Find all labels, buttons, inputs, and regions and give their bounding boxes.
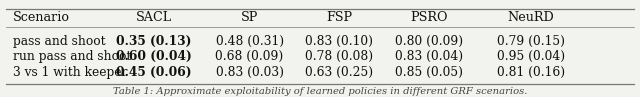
Text: SP: SP [241, 11, 259, 24]
Text: Scenario: Scenario [13, 11, 70, 24]
Text: 0.48 (0.31): 0.48 (0.31) [216, 35, 284, 48]
Text: 0.78 (0.08): 0.78 (0.08) [305, 50, 373, 63]
Text: run pass and shoot: run pass and shoot [13, 50, 131, 63]
Text: 0.63 (0.25): 0.63 (0.25) [305, 66, 373, 79]
Text: 3 vs 1 with keeper: 3 vs 1 with keeper [13, 66, 127, 79]
Text: 0.45 (0.06): 0.45 (0.06) [116, 66, 191, 79]
Text: 0.68 (0.09): 0.68 (0.09) [216, 50, 284, 63]
Text: SACL: SACL [136, 11, 172, 24]
Text: PSRO: PSRO [410, 11, 447, 24]
Text: 0.83 (0.10): 0.83 (0.10) [305, 35, 373, 48]
Text: 0.35 (0.13): 0.35 (0.13) [116, 35, 191, 48]
Text: 0.95 (0.04): 0.95 (0.04) [497, 50, 565, 63]
Text: 0.85 (0.05): 0.85 (0.05) [395, 66, 463, 79]
Text: FSP: FSP [326, 11, 352, 24]
Text: 0.83 (0.03): 0.83 (0.03) [216, 66, 284, 79]
Text: NeuRD: NeuRD [508, 11, 555, 24]
Text: 0.80 (0.09): 0.80 (0.09) [395, 35, 463, 48]
Text: 0.83 (0.04): 0.83 (0.04) [395, 50, 463, 63]
Text: pass and shoot: pass and shoot [13, 35, 106, 48]
Text: 0.79 (0.15): 0.79 (0.15) [497, 35, 565, 48]
Text: Table 1: Approximate exploitability of learned policies in different GRF scenari: Table 1: Approximate exploitability of l… [113, 87, 527, 96]
Text: 0.81 (0.16): 0.81 (0.16) [497, 66, 565, 79]
Text: 0.60 (0.04): 0.60 (0.04) [116, 50, 191, 63]
